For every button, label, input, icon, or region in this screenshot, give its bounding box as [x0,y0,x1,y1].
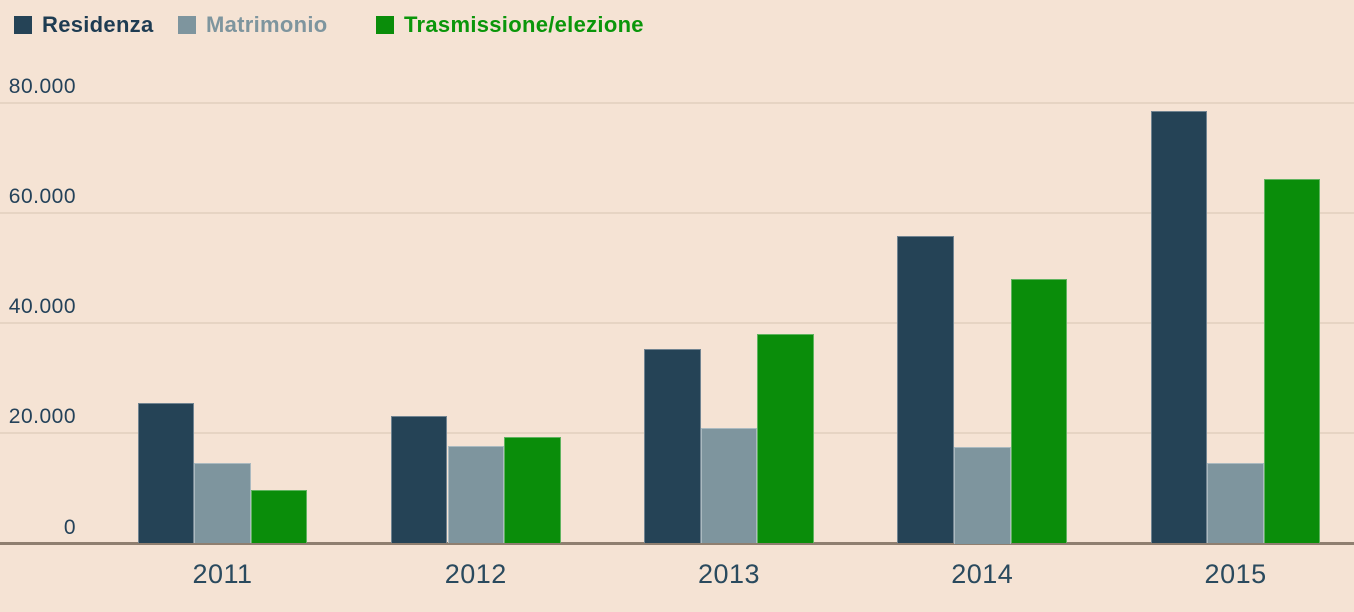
legend-swatch-matrimonio [178,16,196,34]
bar-matrimonio-2015 [1207,463,1264,544]
bar-trasmissione-elezione-2012 [504,437,561,544]
bar-residenza-2012 [390,415,448,544]
x-axis-line [0,542,1354,545]
bar-residenza-2014 [897,236,954,544]
legend-item-residenza: Residenza [14,12,154,38]
y-tick-label-20000: 20.000 [8,405,76,429]
x-tick-label-2012: 2012 [444,559,507,589]
bar-trasmissione-elezione-2013 [757,334,814,544]
legend-item-matrimonio: Matrimonio [178,12,328,38]
legend-item-trasmissione-elezione: Trasmissione/elezione [376,12,644,38]
y-tick-label-0: 0 [63,515,76,539]
bar-trasmissione-elezione-2015 [1263,178,1321,544]
x-tick-label-2013: 2013 [697,559,761,589]
gridline-60000 [0,212,1354,215]
legend-swatch-residenza [14,16,32,34]
y-tick-label-60000: 60.000 [8,185,76,209]
x-tick-label-2015: 2015 [1204,559,1267,589]
gridline-40000 [0,322,1354,325]
legend-label-residenza: Residenza [42,12,154,37]
gridline-80000 [0,102,1354,104]
bar-matrimonio-2011 [194,462,251,544]
legend-swatch-trasmissione-elezione [376,16,394,34]
y-tick-label-80000: 80.000 [8,75,76,98]
bar-matrimonio-2014 [954,447,1011,544]
y-tick-label-40000: 40.000 [8,295,76,319]
bar-residenza-2011 [137,403,195,544]
bar-matrimonio-2013 [700,428,758,544]
bar-trasmissione-elezione-2011 [250,489,308,544]
bar-matrimonio-2012 [447,446,505,544]
x-tick-label-2014: 2014 [951,559,1014,589]
legend-label-trasmissione-elezione: Trasmissione/elezione [404,12,644,37]
x-tick-label-2011: 2011 [192,559,253,589]
bar-residenza-2013 [644,349,701,544]
legend-label-matrimonio: Matrimonio [206,12,328,37]
bar-residenza-2015 [1150,111,1208,544]
bar-trasmissione-elezione-2014 [1010,279,1068,544]
